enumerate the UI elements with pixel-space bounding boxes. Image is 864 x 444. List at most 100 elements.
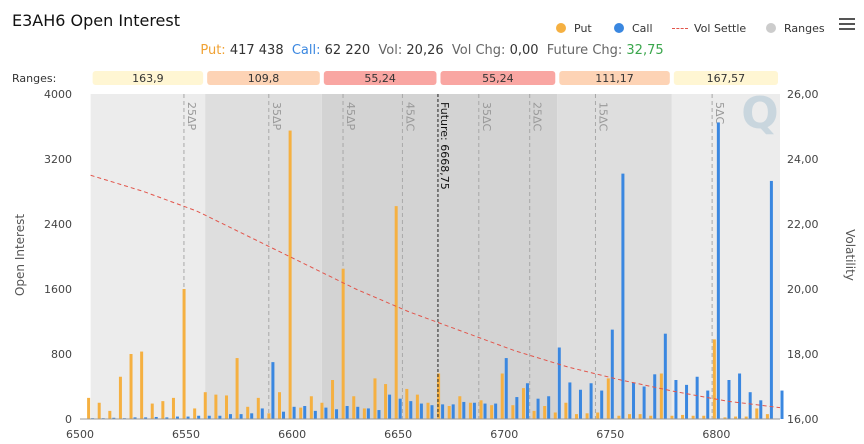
call-bar [706, 390, 710, 419]
put-bar [649, 415, 653, 419]
y2-tick-label: 22,00 [787, 218, 819, 231]
range-pill-0 [92, 71, 204, 85]
call-bar [600, 390, 604, 419]
delta-label-4: 35ΔC [480, 102, 493, 132]
call-bar [154, 416, 158, 419]
future-chg-label: Future Chg: [546, 43, 623, 58]
call-bar [578, 389, 582, 419]
put-bar [744, 416, 748, 419]
y-tick-label: 4000 [44, 88, 72, 101]
put-bar [521, 388, 525, 419]
legend-vol-settle[interactable]: Vol Settle [672, 22, 746, 35]
vol-chg-label: Vol Chg: [451, 43, 506, 58]
y2-tick-label: 20,00 [787, 283, 819, 296]
put-bar [617, 415, 621, 419]
put-bar [702, 415, 706, 419]
call-bar [525, 383, 529, 419]
put-bar [341, 268, 345, 419]
range-value-0: 163,9 [132, 72, 164, 85]
range-value-1: 109,8 [248, 72, 280, 85]
put-bar [585, 413, 589, 419]
put-bar [288, 130, 292, 419]
call-bar [557, 347, 561, 419]
call-bar [621, 173, 625, 419]
x-tick-label: 6750 [596, 428, 624, 441]
call-bar [133, 417, 137, 419]
call-bar [260, 408, 264, 419]
future-chg-value: 32,75 [626, 43, 664, 58]
put-bar [723, 417, 727, 419]
legend-ranges[interactable]: Ranges [766, 22, 825, 35]
range-band-4 [557, 94, 672, 419]
x-tick-label: 6700 [490, 428, 518, 441]
delta-label-5: 25ΔC [531, 102, 544, 132]
put-bar [161, 401, 165, 419]
x-tick-label: 6600 [278, 428, 306, 441]
put-bar [574, 414, 578, 419]
call-bar [769, 180, 773, 419]
call-bar [335, 409, 339, 419]
put-bar [415, 394, 419, 419]
x-tick-label: 6500 [66, 428, 94, 441]
call-bar [727, 380, 731, 419]
put-bar [235, 358, 239, 419]
put-bar [712, 339, 716, 419]
legend-call[interactable]: Call [614, 22, 653, 35]
delta-label-3: 45ΔC [403, 102, 416, 132]
put-bar [267, 413, 271, 419]
range-value-2: 55,24 [364, 72, 396, 85]
y2-tick-label: 24,00 [787, 153, 819, 166]
put-bar [193, 408, 197, 419]
delta-label-6: 15ΔC [596, 102, 609, 132]
put-bar [628, 414, 632, 419]
y2-tick-label: 16,00 [787, 413, 819, 426]
range-band-3 [438, 94, 558, 419]
call-bar [589, 383, 593, 419]
put-bar [203, 392, 207, 419]
put-bar [373, 378, 377, 419]
call-bar [653, 374, 657, 419]
put-bar [394, 206, 398, 419]
delta-label-1: 35ΔP [270, 102, 283, 131]
call-dot-icon [614, 23, 624, 33]
call-bar [165, 417, 169, 419]
put-bar [129, 354, 133, 419]
put-bar [447, 406, 451, 419]
stats-bar: Put: 417 438 Call: 62 220 Vol: 20,26 Vol… [0, 43, 864, 58]
legend-put[interactable]: Put [556, 22, 592, 35]
put-bar [511, 405, 515, 419]
call-bar [282, 411, 286, 419]
call-bar [366, 408, 370, 419]
put-bar [140, 351, 144, 419]
vol-label: Vol: [378, 43, 403, 58]
future-label: Future: 6668,75 [438, 102, 451, 190]
x-tick-label: 6650 [384, 428, 412, 441]
call-bar [568, 382, 572, 419]
call-bar [610, 329, 614, 419]
call-total-label: Call: [291, 43, 321, 58]
put-bar [362, 408, 366, 419]
call-bar [112, 417, 116, 419]
put-bar [331, 380, 335, 419]
put-bar [97, 402, 101, 419]
call-bar [674, 380, 678, 419]
put-bar [606, 378, 610, 419]
put-bar [532, 410, 536, 419]
call-bar [250, 413, 254, 419]
put-bar [490, 405, 494, 419]
call-bar [663, 333, 667, 419]
call-bar [716, 122, 720, 419]
delta-label-0: 25ΔP [185, 102, 198, 131]
call-bar [642, 386, 646, 419]
call-bar [547, 396, 551, 419]
call-bar [759, 400, 763, 419]
put-bar [224, 395, 228, 419]
vol-settle-line [90, 174, 781, 409]
call-bar [175, 416, 179, 419]
ranges-dot-icon [766, 23, 776, 33]
call-bar [207, 415, 211, 419]
put-bar [479, 400, 483, 419]
dashed-line-icon [672, 28, 688, 29]
hamburger-menu-icon[interactable] [839, 18, 855, 33]
put-bar [670, 415, 674, 419]
